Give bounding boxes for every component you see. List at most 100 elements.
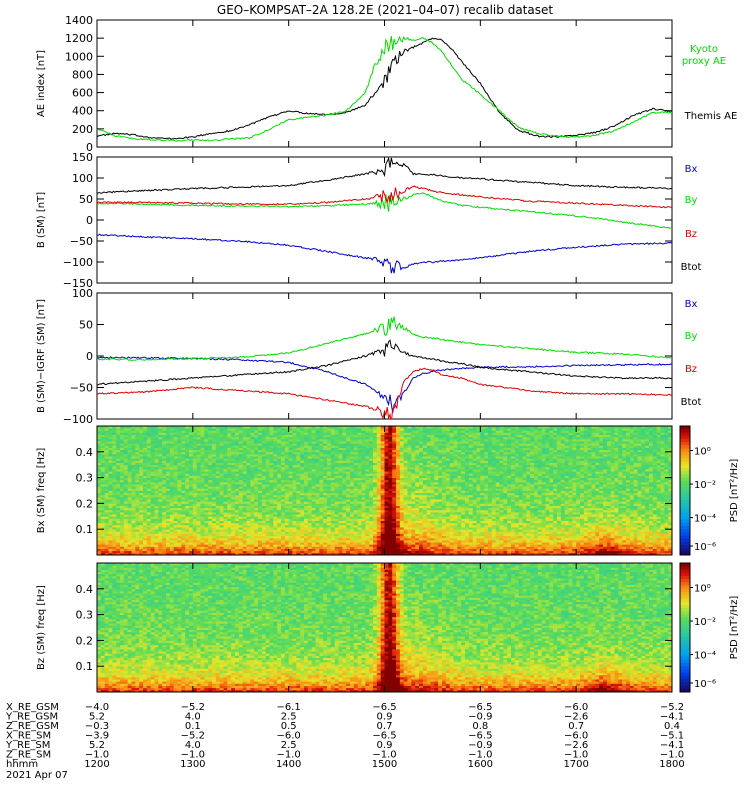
orbit-cell: 4.0 (185, 740, 201, 751)
orbit-cell: −0.9 (468, 712, 492, 723)
orbit-cell: −4.1 (660, 712, 684, 723)
legend-bz: Bz (685, 364, 697, 375)
orbit-cell: 0.1 (185, 721, 201, 732)
y-axis-label: AE index [nT] (36, 50, 47, 117)
y-tick-label: 200 (72, 123, 93, 136)
y-tick-label: 100 (72, 287, 93, 300)
y-tick-label: 1000 (65, 50, 93, 63)
orbit-cell: 0.7 (377, 721, 393, 732)
orbit-cell: −1.0 (181, 750, 205, 761)
orbit-row-label: X_RE_SM (6, 731, 51, 742)
y-tick-label: 0.4 (76, 446, 94, 459)
orbit-cell: 1500 (372, 759, 397, 770)
orbit-row-label: hhmm (6, 759, 38, 770)
orbit-cell: −5.2 (660, 702, 684, 713)
orbit-cell: −1.0 (468, 750, 492, 761)
orbit-cell: −4.0 (85, 702, 109, 713)
orbit-cell: 4.0 (185, 712, 201, 723)
orbit-cell: −3.9 (85, 731, 109, 742)
y-axis-label: Bx (SM) freq [Hz] (36, 448, 47, 534)
colorbar-label: PSD [nT²/Hz] (729, 596, 740, 660)
panel-bx-spectrogram: 0.1 0.2 0.3 0.4 Bx (SM) freq [Hz] 10⁰ 10⁻² 10⁻⁴… (36, 425, 740, 556)
y-tick-label: 1200 (65, 32, 93, 45)
orbit-row-label: X_RE_GSM (6, 702, 59, 713)
orbit-cell: 0.4 (664, 721, 680, 732)
orbit-cell: −6.5 (372, 702, 396, 713)
date-label: 2021 Apr 07 (6, 770, 68, 781)
colorbar-tick-label: 10⁻⁶ (694, 679, 716, 690)
orbit-table: X_RE_GSM −4.0 −5.2 −6.1 −6.5 −6.5 −6.0 −5.2 Y_RE… (5, 702, 685, 781)
orbit-cell: −1.0 (564, 750, 588, 761)
orbit-cell: −1.0 (372, 750, 396, 761)
orbit-cell: −5.1 (660, 731, 684, 742)
series-line-by (97, 316, 672, 361)
y-tick-label: 0.3 (76, 472, 94, 485)
y-tick-label: 800 (72, 68, 93, 81)
y-tick-label: 0.2 (76, 497, 94, 510)
series-line-by (97, 192, 672, 230)
series-line-bx (97, 233, 672, 274)
y-tick-label: 0 (86, 350, 93, 363)
orbit-cell: −1.0 (85, 750, 109, 761)
orbit-cell: 0.5 (281, 721, 297, 732)
y-tick-label: 0.1 (76, 660, 94, 673)
y-tick-label: −150 (63, 277, 93, 290)
orbit-cell: 1300 (180, 759, 205, 770)
orbit-cell: −4.1 (660, 740, 684, 751)
orbit-row-label: Y_RE_GSM (5, 712, 58, 723)
orbit-cell: −6.1 (277, 702, 301, 713)
legend-bx: Bx (685, 299, 698, 310)
y-axis-label: B (SM) [nT] (36, 192, 47, 248)
legend-bz: Bz (685, 229, 697, 240)
orbit-cell: 2.5 (281, 740, 297, 751)
colorbar-tick-label: 10⁰ (694, 584, 711, 595)
y-tick-label: 0.2 (76, 634, 94, 647)
series-line-bx (97, 356, 672, 413)
colorbar-tick-label: 10⁻² (694, 617, 716, 628)
legend-by: By (685, 331, 698, 342)
panel-ae-index: 0 200 400 600 800 1000 1200 1400 AE index [nT] Ky… (36, 14, 737, 154)
spectrogram-heatmap (97, 563, 673, 693)
panel-bz-spectrogram: 0.1 0.2 0.3 0.4 Bz (SM) freq [Hz] 10⁰ 10⁻² 10⁻⁴… (36, 562, 740, 693)
orbit-cell: −6.5 (372, 731, 396, 742)
y-tick-label: 0.4 (76, 583, 94, 596)
legend-btot: Btot (681, 262, 702, 273)
y-tick-label: −50 (70, 382, 93, 395)
orbit-cell: −6.5 (468, 731, 492, 742)
legend-bx: Bx (685, 164, 698, 175)
orbit-cell: 2.5 (281, 712, 297, 723)
series-line-btot (97, 157, 672, 194)
orbit-cell: −6.0 (564, 731, 588, 742)
orbit-cell: 1200 (84, 759, 109, 770)
orbit-row-label: Y_RE_SM (5, 740, 50, 751)
orbit-cell: −6.0 (564, 702, 588, 713)
y-tick-label: −50 (70, 235, 93, 248)
series-line-themis-ae (97, 37, 672, 140)
legend-by: By (685, 195, 698, 206)
orbit-cell: 5.2 (89, 712, 105, 723)
legend-themis-ae: Themis AE (684, 111, 738, 122)
y-tick-label: 0.3 (76, 609, 94, 622)
orbit-cell: 1600 (468, 759, 493, 770)
colorbar: 10⁰ 10⁻² 10⁻⁴ 10⁻⁶ PSD [nT²/Hz] (679, 425, 740, 556)
orbit-cell: −1.0 (277, 750, 301, 761)
orbit-cell: −0.9 (468, 740, 492, 751)
legend-kyoto-proxy-ae: Kyoto proxy AE (682, 44, 726, 67)
orbit-row-label: Z_RE_SM (6, 750, 51, 761)
y-tick-label: 0.1 (76, 523, 94, 536)
orbit-cell: 0.9 (377, 740, 393, 751)
y-tick-label: 0 (86, 214, 93, 227)
y-tick-label: −100 (63, 413, 93, 426)
y-tick-label: 1400 (65, 14, 93, 27)
y-tick-label: −100 (63, 256, 93, 269)
series-line-bz (97, 185, 672, 209)
orbit-cell: 0.8 (472, 721, 488, 732)
orbit-cell: 1800 (659, 759, 684, 770)
spectrogram-heatmap (97, 426, 673, 556)
panel-b-sm: −150 −100 −50 0 50 100 150 B (SM) [nT] Bx By Bz Bto… (36, 151, 701, 290)
orbit-cell: −6.0 (277, 731, 301, 742)
orbit-cell: −6.5 (468, 702, 492, 713)
orbit-cell: −5.2 (181, 731, 205, 742)
y-axis-label: Bz (SM) freq [Hz] (36, 585, 47, 670)
